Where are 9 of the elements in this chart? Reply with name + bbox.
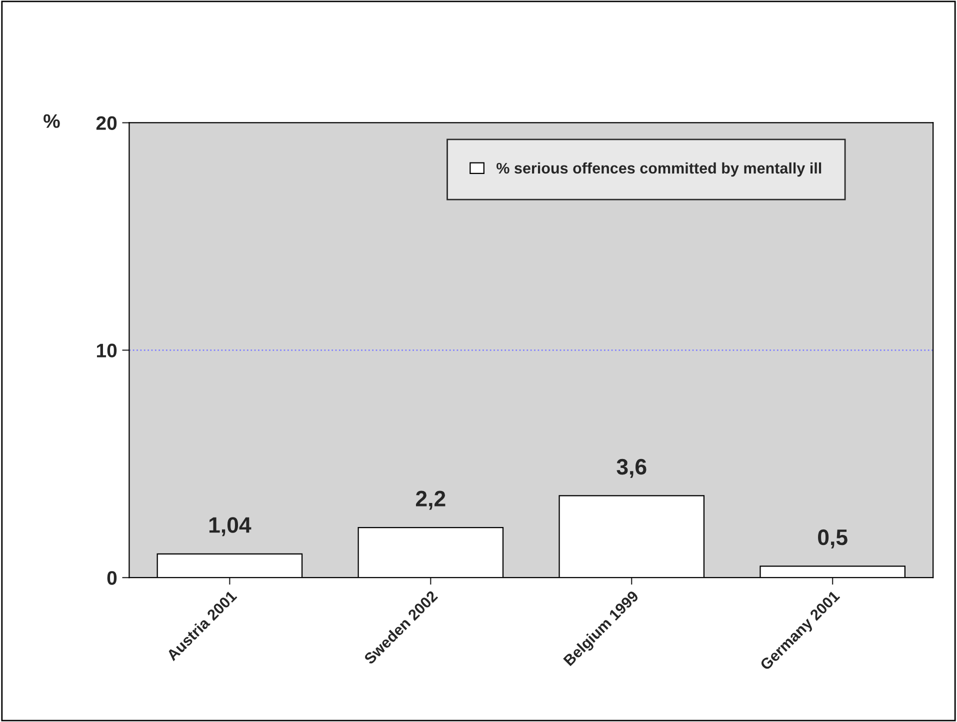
y-tick-label: 20	[96, 116, 117, 130]
y-tick-label: 10	[96, 344, 117, 358]
data-label: 1,04	[209, 517, 252, 536]
data-label: 3,6	[616, 458, 646, 478]
y-tick-label: 0	[107, 571, 117, 585]
data-label: 0,5	[818, 529, 848, 548]
legend-label: % serious offences committed by mentally ill	[496, 162, 822, 177]
data-label: 2,2	[416, 490, 446, 510]
y-axis-title: %	[44, 114, 60, 128]
